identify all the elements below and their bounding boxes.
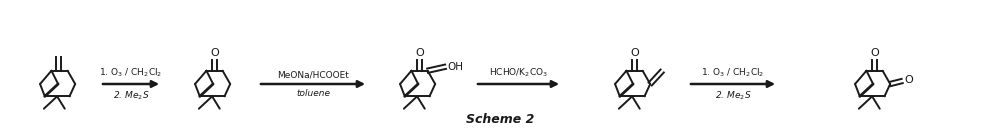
Text: toluene: toluene	[296, 89, 330, 98]
Text: Scheme 2: Scheme 2	[466, 113, 534, 126]
Text: O: O	[904, 75, 913, 85]
Text: 1. O$_3$ / CH$_2$Cl$_2$: 1. O$_3$ / CH$_2$Cl$_2$	[99, 67, 163, 79]
Text: 2. Me$_2$S: 2. Me$_2$S	[715, 89, 751, 101]
Text: MeONa/HCOOEt: MeONa/HCOOEt	[277, 70, 349, 79]
Text: 2. Me$_2$S: 2. Me$_2$S	[113, 89, 149, 101]
Text: HCHO/K$_2$CO$_3$: HCHO/K$_2$CO$_3$	[489, 67, 548, 79]
Text: O: O	[210, 48, 219, 58]
Text: 1. O$_3$ / CH$_2$Cl$_2$: 1. O$_3$ / CH$_2$Cl$_2$	[701, 67, 765, 79]
Text: O: O	[415, 48, 424, 58]
Text: O: O	[870, 48, 879, 58]
Text: OH: OH	[448, 62, 464, 72]
Text: O: O	[630, 48, 639, 58]
